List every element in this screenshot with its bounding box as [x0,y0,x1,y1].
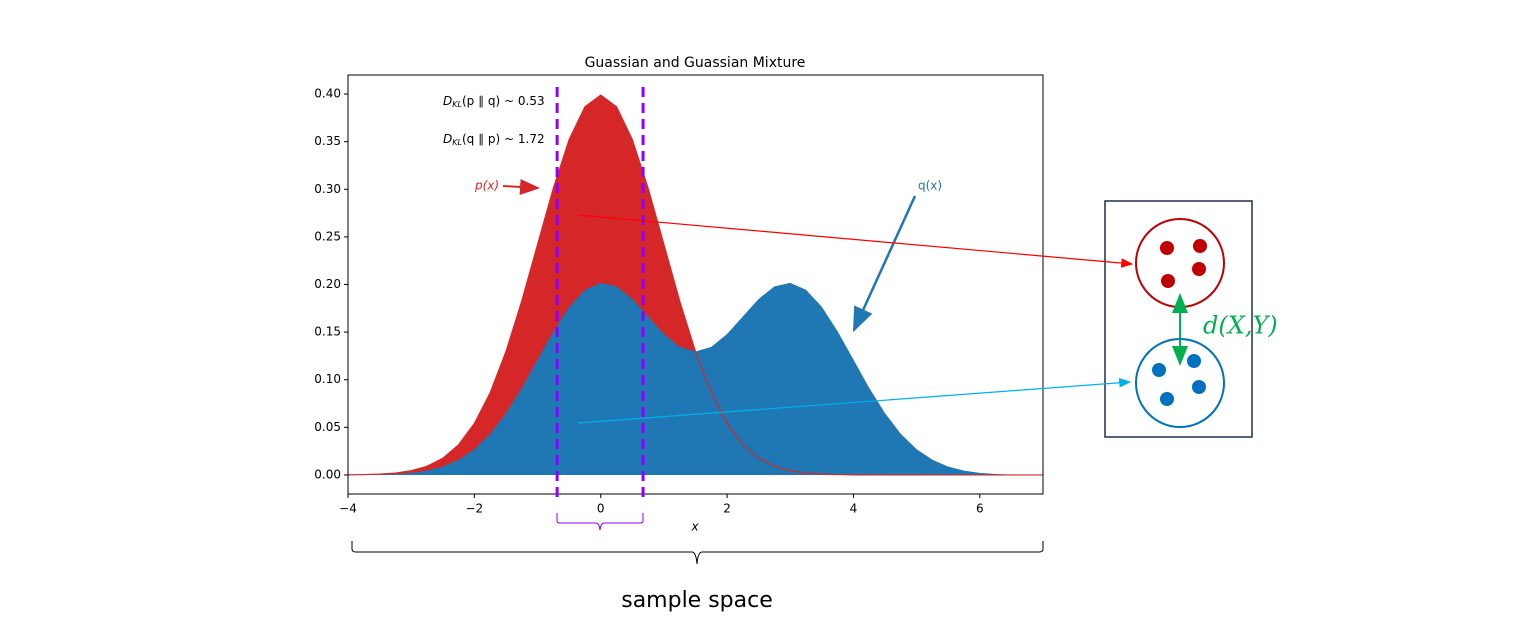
blue-dot [1152,363,1166,377]
y-tick-label: 0.05 [314,420,341,434]
q-sample-arrow [577,378,1132,424]
kl-symbol: D [443,132,452,146]
blue-dot [1160,392,1174,406]
p-arrow [502,178,540,195]
kl-text: (q ∥ p) ~ 1.72 [462,132,545,146]
y-tick-label: 0.35 [314,134,341,148]
p-label: p(x) [474,179,499,193]
kl-annotation: DKL(p ∥ q) ~ 0.53 [443,94,545,109]
small-brace [556,513,644,531]
overlay [577,214,1134,424]
sample-space-label: sample space [621,588,773,613]
blue-dot [1192,380,1206,394]
x-tick-label: 4 [850,502,858,516]
y-tick-label: 0.10 [314,372,341,386]
q-label: q(x) [918,179,942,193]
x-tick-label: −4 [339,502,357,516]
y-tick-label: 0.40 [314,87,341,101]
q-arrow [852,195,917,333]
red-dot [1160,241,1174,255]
y-tick-label: 0.20 [314,277,341,291]
area [348,95,1043,475]
x-tick-label: −2 [466,502,484,516]
y-tick-label: 0.30 [314,182,341,196]
p-sample-arrow [577,214,1134,268]
distance-label: d(X,Y) [1203,312,1278,340]
plot: −4 −2 0 2 4 6 0.00 0.05 0.10 0.15 0.20 0.25 0.30 0.35… [314,74,1044,516]
red-dot [1193,239,1207,253]
kl-text: (p ∥ q) ~ 0.53 [462,94,545,108]
chart-title: Guassian and Guassian Mixture [585,55,806,71]
area [348,282,1043,475]
kl-subscript: KL [452,138,462,147]
x-axis-label: x [690,520,699,534]
kl-annotation: DKL(q ∥ p) ~ 1.72 [443,132,545,147]
y-tick-label: 0.00 [314,467,341,481]
kl-symbol: D [443,94,452,108]
blue-dot [1187,354,1201,368]
red-dot [1192,262,1206,276]
sample-space-brace [351,541,1044,565]
x-tick-label: 2 [723,502,731,516]
x-tick-label: 6 [976,502,984,516]
y-tick-label: 0.15 [314,325,341,339]
x-tick-label: 0 [597,502,605,516]
line [347,94,1043,476]
y-tick-label: 0.25 [314,229,341,243]
kl-subscript: KL [452,100,462,109]
red-dot [1161,274,1175,288]
